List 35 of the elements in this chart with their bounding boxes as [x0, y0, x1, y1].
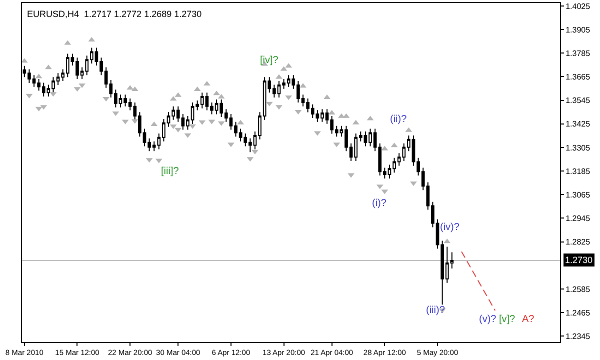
y-tick-label: 1.2585	[566, 284, 591, 294]
y-tick-label: 1.2345	[566, 332, 591, 341]
point	[276, 74, 282, 79]
y-tick-label: 1.3905	[566, 25, 591, 34]
point	[324, 94, 330, 100]
point	[300, 83, 306, 88]
y-tick-label: 1.4025	[566, 2, 591, 11]
y-tick-label: 1.3425	[566, 120, 591, 129]
point	[252, 150, 258, 154]
annotation: [v]?	[499, 314, 516, 325]
annotation: [iv]?	[260, 55, 279, 66]
point	[276, 105, 282, 110]
ref-line-label: 1.2730	[565, 255, 593, 265]
point	[78, 83, 86, 88]
annotation: (v)?	[479, 314, 497, 325]
point	[410, 182, 417, 186]
annotation: (i)?	[372, 198, 387, 209]
y-tick-label: 1.2945	[566, 214, 591, 223]
annotation: (iv)?	[440, 222, 460, 233]
annotation: (ii)?	[390, 114, 408, 125]
y-tick-label: 1.3065	[566, 190, 591, 200]
y-tick-label: 1.3305	[566, 143, 591, 152]
y-tick-label: 1.3665	[566, 72, 591, 82]
text: EURUSD,H4 1.2717 1.2772 1.2689 1.2730	[27, 9, 202, 20]
y-tick-label: 1.2465	[566, 308, 591, 318]
point	[213, 90, 220, 96]
annotation: [iii]?	[161, 166, 180, 177]
point	[189, 124, 196, 129]
y-tick-label: 1.3185	[566, 166, 591, 176]
y-tick-label: 1.3785	[566, 48, 591, 58]
y-tick-label: 1.3545	[566, 96, 591, 106]
annotation: A?	[522, 314, 535, 325]
point	[228, 142, 234, 148]
y-tick-label: 1.2825	[566, 238, 591, 247]
annotation: (iii)?	[426, 305, 446, 316]
